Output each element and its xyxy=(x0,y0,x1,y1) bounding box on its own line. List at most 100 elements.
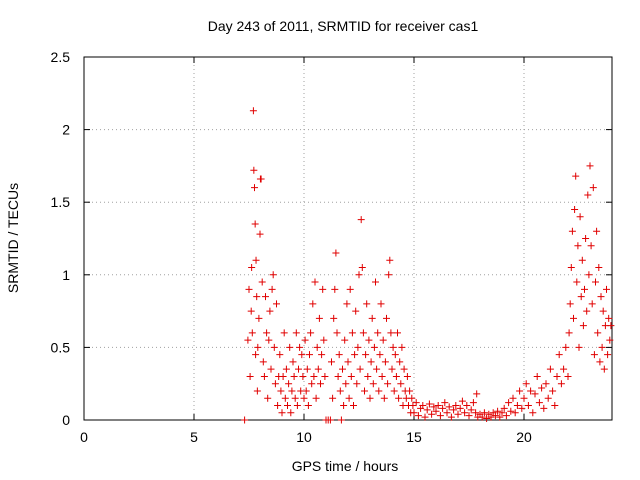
data-point xyxy=(579,322,587,330)
data-point xyxy=(491,412,499,420)
data-point xyxy=(336,387,344,395)
data-point xyxy=(478,413,486,421)
data-point xyxy=(312,394,320,402)
data-point xyxy=(370,343,378,351)
data-point xyxy=(428,410,436,418)
data-point xyxy=(494,407,502,415)
data-point xyxy=(472,409,480,417)
data-point xyxy=(348,329,356,337)
data-point xyxy=(567,264,575,272)
data-point xyxy=(373,365,381,373)
data-point xyxy=(520,394,528,402)
data-point xyxy=(265,336,273,344)
data-point xyxy=(260,372,268,380)
y-tick-label: 0.5 xyxy=(51,339,71,355)
data-point xyxy=(332,249,340,257)
data-point xyxy=(516,387,524,395)
data-point xyxy=(456,404,464,412)
data-point xyxy=(271,380,279,388)
data-point xyxy=(383,314,390,322)
data-point xyxy=(285,380,293,388)
x-tick-label: 15 xyxy=(406,429,422,445)
data-point xyxy=(342,380,350,388)
data-point xyxy=(241,416,249,424)
data-point xyxy=(595,264,603,272)
data-point xyxy=(505,399,513,407)
data-point xyxy=(253,293,261,301)
data-point xyxy=(599,307,607,315)
data-point xyxy=(467,406,475,414)
data-point xyxy=(396,358,404,366)
data-point xyxy=(251,220,259,228)
data-point xyxy=(314,365,322,373)
data-point xyxy=(310,372,318,380)
data-point xyxy=(387,329,395,337)
data-point xyxy=(605,314,613,322)
data-point xyxy=(423,406,431,414)
data-point xyxy=(247,307,255,315)
data-point xyxy=(414,412,422,420)
data-point xyxy=(347,372,355,380)
data-point xyxy=(463,401,471,409)
data-point xyxy=(565,329,573,337)
data-point xyxy=(432,407,440,415)
data-point xyxy=(330,314,338,322)
data-point xyxy=(603,285,610,293)
data-point xyxy=(291,394,299,402)
data-point xyxy=(572,172,580,180)
data-point xyxy=(287,409,295,417)
y-tick-label: 2.5 xyxy=(51,49,71,65)
data-point xyxy=(581,285,588,293)
data-point xyxy=(598,343,606,351)
data-point xyxy=(262,293,269,301)
data-point xyxy=(576,213,584,221)
data-point xyxy=(389,343,397,351)
data-point xyxy=(425,400,433,408)
data-point xyxy=(299,372,307,380)
data-point xyxy=(443,409,451,417)
data-point xyxy=(589,184,597,192)
data-point xyxy=(372,278,379,286)
data-point xyxy=(585,271,593,279)
data-point xyxy=(363,300,371,308)
x-tick-label: 10 xyxy=(296,429,312,445)
data-point xyxy=(447,413,455,421)
data-point xyxy=(498,409,506,417)
data-point xyxy=(317,380,324,388)
data-point xyxy=(600,365,608,373)
data-point xyxy=(296,343,304,351)
data-point xyxy=(308,380,316,388)
data-point xyxy=(529,409,537,417)
data-point xyxy=(604,351,612,359)
data-point xyxy=(250,166,258,174)
data-point xyxy=(339,365,346,373)
data-point xyxy=(570,314,577,322)
data-point xyxy=(379,336,387,344)
data-point xyxy=(355,271,363,279)
data-point xyxy=(555,351,563,359)
data-point xyxy=(395,394,403,402)
data-point xyxy=(562,343,570,351)
data-point xyxy=(568,227,576,235)
y-tick-label: 0 xyxy=(62,412,70,428)
data-point xyxy=(257,175,265,183)
data-point xyxy=(408,394,416,402)
data-point xyxy=(375,387,383,395)
data-point xyxy=(436,412,444,420)
data-point xyxy=(551,401,559,409)
data-point xyxy=(248,264,256,272)
data-point xyxy=(553,372,561,380)
data-point xyxy=(245,285,253,293)
data-point xyxy=(391,351,399,359)
data-point xyxy=(284,401,291,409)
data-point xyxy=(380,394,388,402)
data-point xyxy=(253,387,261,395)
data-point xyxy=(346,285,354,293)
y-tick-label: 2 xyxy=(62,122,70,138)
data-point xyxy=(388,365,396,373)
data-point xyxy=(357,216,365,224)
data-point xyxy=(583,307,591,315)
data-point xyxy=(282,365,290,373)
data-point xyxy=(606,336,614,344)
data-point xyxy=(366,394,374,402)
